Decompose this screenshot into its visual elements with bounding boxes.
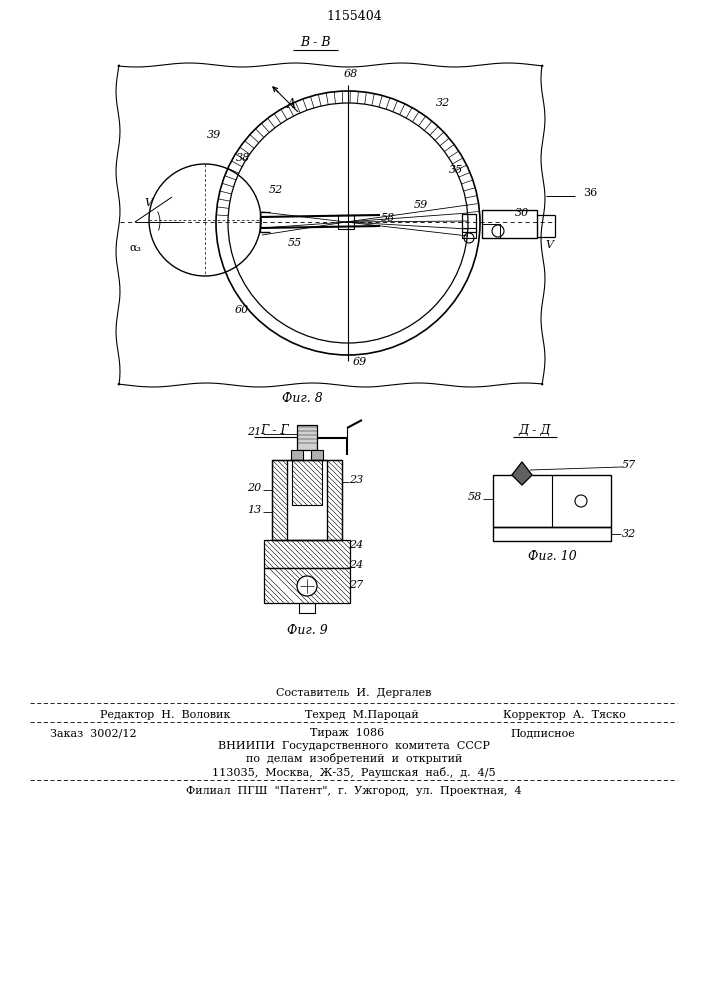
Text: 38: 38 <box>236 153 250 163</box>
Text: 20: 20 <box>247 483 261 493</box>
Text: 69: 69 <box>353 357 367 367</box>
Polygon shape <box>512 462 532 485</box>
Text: Тираж  1086: Тираж 1086 <box>310 728 384 738</box>
Text: Фиг. 9: Фиг. 9 <box>286 624 327 637</box>
Text: 24: 24 <box>349 560 363 570</box>
Text: Д - Д: Д - Д <box>519 424 551 436</box>
Text: Фиг. 8: Фиг. 8 <box>281 391 322 404</box>
Bar <box>287 460 327 540</box>
Text: 55: 55 <box>288 238 302 248</box>
Text: В - В: В - В <box>300 36 330 49</box>
Text: 52: 52 <box>269 185 283 195</box>
Text: ВНИИПИ  Государственного  комитета  СССР: ВНИИПИ Государственного комитета СССР <box>218 741 490 751</box>
Text: 113035,  Москва,  Ж-35,  Раушская  наб.,  д.  4/5: 113035, Москва, Ж-35, Раушская наб., д. … <box>212 766 496 778</box>
Bar <box>482 210 537 238</box>
Text: 59: 59 <box>414 200 428 210</box>
Text: 30: 30 <box>515 208 529 218</box>
Bar <box>291 450 303 460</box>
Text: Фиг. 10: Фиг. 10 <box>527 550 576 564</box>
Bar <box>462 228 476 238</box>
Text: 60: 60 <box>235 305 249 315</box>
Bar <box>264 568 350 603</box>
Text: 32: 32 <box>436 98 450 108</box>
Bar <box>327 460 342 540</box>
Text: 24: 24 <box>349 540 363 550</box>
Text: А: А <box>286 99 296 111</box>
Circle shape <box>297 576 317 596</box>
Text: 32: 32 <box>622 529 636 539</box>
Text: по  делам  изобретений  и  открытий: по делам изобретений и открытий <box>246 754 462 764</box>
Text: Подписное: Подписное <box>510 728 575 738</box>
Text: 13: 13 <box>247 505 261 515</box>
Text: 35: 35 <box>449 165 463 175</box>
Text: Филиал  ПГШ  "Патент",  г.  Ужгород,  ул.  Проектная,  4: Филиал ПГШ "Патент", г. Ужгород, ул. Про… <box>186 786 522 796</box>
Bar <box>311 450 323 460</box>
Text: 68: 68 <box>344 69 358 79</box>
Text: V: V <box>545 240 553 250</box>
Bar <box>482 224 500 238</box>
Bar <box>493 527 611 541</box>
Bar <box>493 475 611 527</box>
Bar <box>264 540 350 568</box>
Bar <box>462 214 476 232</box>
Text: V: V <box>144 198 152 208</box>
Bar <box>338 215 354 229</box>
Text: Заказ  3002/12: Заказ 3002/12 <box>50 728 136 738</box>
Text: 1155404: 1155404 <box>326 9 382 22</box>
Text: 57: 57 <box>622 460 636 470</box>
Bar <box>272 460 342 540</box>
Bar <box>292 460 322 505</box>
Text: 36: 36 <box>583 188 597 198</box>
Bar <box>297 425 317 450</box>
Text: 58: 58 <box>381 213 395 223</box>
Text: α₃: α₃ <box>130 243 142 253</box>
Text: 21: 21 <box>247 427 261 437</box>
Text: 58: 58 <box>468 492 482 502</box>
Text: 39: 39 <box>207 130 221 140</box>
Text: 23: 23 <box>349 475 363 485</box>
Text: Г - Г: Г - Г <box>261 424 289 436</box>
Text: Составитель  И.  Дергалев: Составитель И. Дергалев <box>276 688 432 698</box>
Text: 27: 27 <box>349 580 363 590</box>
Text: Редактор  Н.  Воловик: Редактор Н. Воловик <box>100 710 230 720</box>
Bar <box>272 460 287 540</box>
Text: Корректор  А.  Тяско: Корректор А. Тяско <box>503 710 626 720</box>
Bar <box>299 603 315 613</box>
Text: Техред  М.Пароцай: Техред М.Пароцай <box>305 710 419 720</box>
